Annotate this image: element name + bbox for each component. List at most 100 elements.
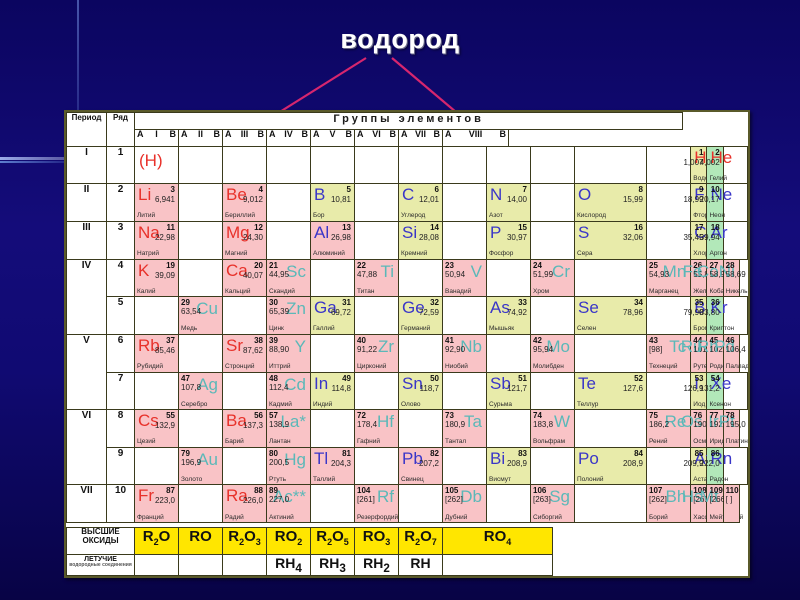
empty-cell — [486, 484, 531, 524]
empty-cell — [574, 258, 647, 298]
element-cell-li[interactable]: Li 3 6,941 Литий — [134, 183, 179, 222]
element-cell-ne[interactable]: Ne 10 20,17 Неон — [700, 183, 732, 222]
element-cell-w[interactable]: W 74 183,8 Вольфрам — [530, 409, 575, 448]
element-cell-mn[interactable]: Mn 25 54,93 Марганец — [645, 258, 692, 298]
element-atomic-mass: 28,08 — [418, 232, 439, 242]
element-cell-sb[interactable]: Sb 51 121,7 Сурьма — [486, 371, 531, 411]
element-cell-zn[interactable]: Zn 30 65,39 Цинк — [266, 296, 311, 335]
element-name: Водород — [693, 175, 719, 183]
element-cell-te[interactable]: Te 52 127,6 Теллур — [574, 371, 647, 411]
element-cell-sc[interactable]: Sc 21 44,95 Скандий — [266, 258, 311, 298]
element-cell-ti[interactable]: Ti 22 47,88 Титан — [354, 258, 399, 298]
element-cell-db[interactable]: Db 105 [262] Дубний — [442, 484, 487, 524]
element-cell-tc[interactable]: Tc 43 [98] Технеций — [645, 333, 692, 373]
element-cell-fe[interactable]: Fe 26 55,84 Железо — [683, 258, 716, 298]
element-symbol: Hf — [377, 412, 394, 432]
group-header-iv[interactable]: A IV B — [266, 129, 311, 147]
periodic-table[interactable]: Период Ряд Группы элементов A I B A II B A III B A IV… — [64, 110, 750, 578]
group-header-viii[interactable]: A VIII B — [442, 129, 509, 147]
element-cell-hplace[interactable]: (H) — [134, 145, 179, 185]
element-cell-xe[interactable]: Xe 54 131,2 Ксенон — [700, 371, 731, 411]
element-cell-sr[interactable]: Sr 38 87,62 Стронций — [222, 333, 267, 373]
element-cell-he[interactable]: He 2 4,002 Гелий — [700, 145, 732, 185]
element-cell-po[interactable]: Po 84 208,9 Полоний — [574, 446, 647, 486]
element-cell-ga[interactable]: Ga 31 69,72 Галлий — [310, 296, 355, 335]
element-cell-se[interactable]: Se 34 78,96 Селен — [574, 296, 647, 335]
element-cell-hs[interactable]: Hs 108 [265] Хассий — [682, 484, 715, 524]
element-cell-la[interactable]: La* 57 138,9 Лантан — [266, 409, 311, 448]
element-cell-cr[interactable]: Cr 24 51,99 Хром — [530, 258, 575, 298]
element-cell-mo[interactable]: Mo 42 95,94 Молибден — [530, 333, 575, 373]
element-cell-bh[interactable]: Bh 107 [262] Борий — [645, 484, 692, 524]
element-cell-si[interactable]: Si 14 28,08 Кремний — [398, 220, 443, 260]
element-cell-as[interactable]: As 33 74,92 Мышьяк — [486, 296, 531, 335]
element-cell-ge[interactable]: Ge 32 72,59 Германий — [398, 296, 443, 335]
element-cell-cd[interactable]: Cd 48 112,4 Кадмий — [266, 371, 311, 411]
element-cell-s[interactable]: S 16 32,06 Сера — [574, 220, 647, 260]
element-cell-au[interactable]: Au 79 196,9 Золото — [178, 446, 223, 486]
element-atomic-mass: 178,4 — [357, 420, 378, 430]
element-cell-ag[interactable]: Ag 47 107,8 Серебро — [178, 371, 223, 411]
element-cell-pb[interactable]: Pb 82 207,2 Свинец — [398, 446, 443, 486]
group-header-vi[interactable]: A VI B — [354, 129, 399, 147]
element-atomic-mass: 137,3 — [242, 421, 263, 431]
element-symbol: Cu — [196, 299, 218, 319]
element-cell-tl[interactable]: Tl 81 204,3 Таллий — [310, 446, 355, 486]
element-cell-cs[interactable]: Cs 55 132,9 Цезий — [134, 409, 179, 448]
element-cell-co[interactable]: Co 27 58,93 Кобальт — [697, 258, 734, 298]
element-cell-kr[interactable]: Kr 36 83,80 Криптон — [700, 296, 734, 335]
element-cell-hg[interactable]: Hg 80 200,5 Ртуть — [266, 446, 311, 486]
element-cell-ac[interactable]: Ac** 89 227,0 Актиний — [266, 484, 311, 524]
element-cell-bi[interactable]: Bi 83 208,9 Висмут — [486, 446, 531, 486]
element-cell-be[interactable]: Be 4 9,012 Бериллий — [222, 183, 267, 222]
element-cell-pt[interactable]: Pt 78 195,0 Платина — [719, 409, 748, 448]
element-cell-c[interactable]: C 6 12,01 Углерод — [398, 183, 443, 222]
element-cell-fr[interactable]: Fr 87 223,0 Франций — [134, 484, 179, 524]
element-cell-mg[interactable]: Mg 12 24,30 Магний — [222, 220, 267, 260]
group-header-vii[interactable]: A VII B — [398, 129, 443, 147]
oxide-formula: R2O7 — [398, 527, 443, 555]
element-cell-rh[interactable]: Rh 45 102,9 Родий — [697, 333, 730, 373]
element-cell-ra[interactable]: Ra 88 226,0 Радий — [222, 484, 267, 524]
element-cell-na[interactable]: Na 11 22,98 Натрий — [134, 220, 179, 260]
element-cell-rn[interactable]: Rn 86 222,0 Радон — [700, 446, 732, 486]
element-cell-cl[interactable]: Cl 17 35,45 Хлор — [683, 220, 710, 260]
element-cell-b[interactable]: B 5 10,81 Бор — [310, 183, 355, 222]
group-header-ii[interactable]: A II B — [178, 129, 223, 147]
element-cell-zr[interactable]: Zr 40 91,22 Цирконий — [354, 333, 399, 373]
element-cell-os[interactable]: Os 76 190,2 Осмий — [681, 409, 713, 448]
element-cell-k[interactable]: K 19 39,09 Калий — [134, 258, 179, 298]
element-cell-sg[interactable]: Sg 106 [263] Сиборгий — [530, 484, 575, 524]
element-cell-e110[interactable]: 110[ ] — [722, 484, 740, 524]
element-cell-ba[interactable]: Ba 56 137,3 Барий — [222, 409, 267, 448]
group-header-iii[interactable]: A III B — [222, 129, 267, 147]
element-cell-al[interactable]: Al 13 26,98 Алюминий — [310, 220, 355, 260]
element-cell-y[interactable]: Y 39 88,90 Иттрий — [266, 333, 311, 373]
element-cell-rb[interactable]: Rb 37 85,46 Рубидий — [134, 333, 179, 373]
element-cell-ta[interactable]: Ta 73 180,9 Тантал — [442, 409, 487, 448]
element-cell-o[interactable]: O 8 15,99 Кислород — [574, 183, 647, 222]
element-cell-sn[interactable]: Sn 50 118,7 Олово — [398, 371, 443, 411]
element-cell-in[interactable]: In 49 114,8 Индий — [310, 371, 355, 411]
element-cell-hf[interactable]: Hf 72 178,4 Гафний — [354, 409, 399, 448]
element-cell-p[interactable]: P 15 30,97 Фосфор — [486, 220, 531, 260]
element-cell-rf[interactable]: Rf 104 [261] Резерфордий — [354, 484, 399, 524]
element-cell-ir[interactable]: Ir 77 192,2 Иридий — [706, 409, 732, 448]
element-cell-v[interactable]: V 23 50,94 Ванадий — [442, 258, 487, 298]
element-cell-ar[interactable]: Ar 18 39,94 Аргон — [700, 220, 727, 260]
element-atomic-mass: 223,0 — [154, 496, 175, 506]
element-cell-ni[interactable]: Ni 28 58,69 Никель — [719, 258, 748, 298]
element-cell-ca[interactable]: Ca 20 40,07 Кальций — [222, 258, 267, 298]
element-cell-nb[interactable]: Nb 41 92,90 Ниобий — [442, 333, 487, 373]
element-cell-i[interactable]: I 53 126,9 Иод — [683, 371, 708, 411]
element-cell-at[interactable]: At 85 209,9 Астат — [683, 446, 710, 486]
empty-cell — [178, 258, 223, 298]
element-cell-br[interactable]: Br 35 79,90 Бром — [683, 296, 711, 335]
page-title: водород — [340, 24, 460, 54]
element-cell-n[interactable]: N 7 14,00 Азот — [486, 183, 531, 222]
element-cell-cu[interactable]: Cu 29 63,54 Медь — [178, 296, 223, 335]
